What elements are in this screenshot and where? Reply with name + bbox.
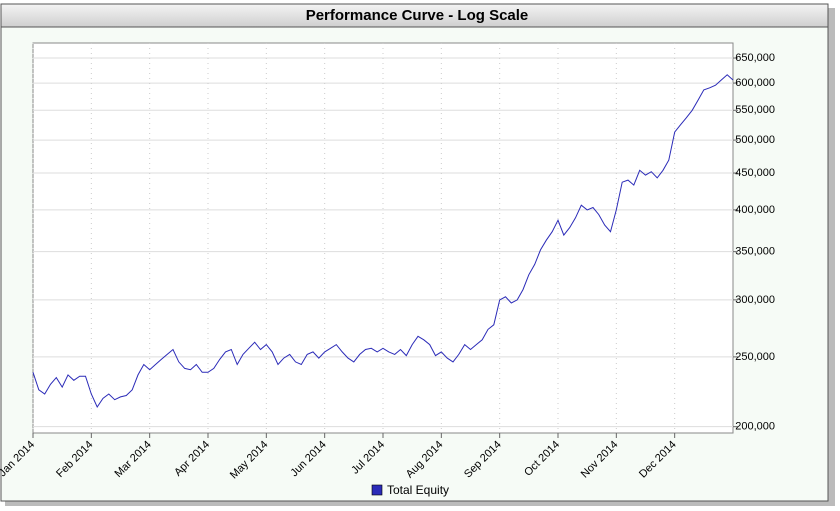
y-tick-label: 250,000 [735,351,775,363]
y-tick-label: 300,000 [735,294,775,306]
y-tick-label: 650,000 [735,52,775,64]
y-tick-label: 450,000 [735,167,775,179]
y-tick-label: 500,000 [735,134,775,146]
title-bar [0,3,829,28]
y-tick-label: 550,000 [735,104,775,116]
chart-title: Performance Curve - Log Scale [306,7,529,24]
legend-swatch [371,484,383,496]
y-tick-label: 600,000 [735,77,775,89]
y-tick-label: 400,000 [735,204,775,216]
y-tick-label: 350,000 [735,246,775,258]
legend-label: Total Equity [387,483,449,497]
equity-line [32,74,734,409]
y-tick-label: 200,000 [735,421,775,433]
